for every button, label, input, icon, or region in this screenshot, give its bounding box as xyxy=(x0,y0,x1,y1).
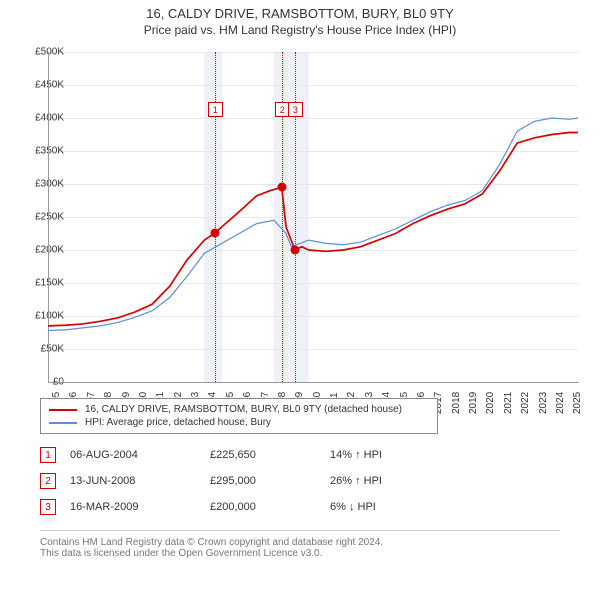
legend-label-property: 16, CALDY DRIVE, RAMSBOTTOM, BURY, BL0 9… xyxy=(85,404,402,415)
sale-marker: 1 xyxy=(208,102,223,117)
legend-row-hpi: HPI: Average price, detached house, Bury xyxy=(49,416,429,429)
sale-point xyxy=(210,229,219,238)
sale-delta: 14% ↑ HPI xyxy=(330,449,470,461)
x-tick-label: 2018 xyxy=(451,392,462,414)
chart-container: 16, CALDY DRIVE, RAMSBOTTOM, BURY, BL0 9… xyxy=(0,0,600,590)
series-property xyxy=(48,133,578,326)
line-series xyxy=(48,52,578,382)
footer: Contains HM Land Registry data © Crown c… xyxy=(40,530,560,559)
legend-row-property: 16, CALDY DRIVE, RAMSBOTTOM, BURY, BL0 9… xyxy=(49,403,429,416)
title-sub: Price paid vs. HM Land Registry's House … xyxy=(0,23,600,37)
legend-swatch-hpi xyxy=(49,422,77,424)
sale-index-box: 3 xyxy=(40,499,56,515)
sale-point xyxy=(277,183,286,192)
sale-point xyxy=(290,246,299,255)
x-tick-label: 2021 xyxy=(503,392,514,414)
x-tick-label: 2025 xyxy=(572,392,583,414)
legend-swatch-property xyxy=(49,409,77,411)
sale-row: 1 06-AUG-2004£225,65014% ↑ HPI xyxy=(40,442,560,468)
legend: 16, CALDY DRIVE, RAMSBOTTOM, BURY, BL0 9… xyxy=(40,398,438,434)
sale-marker: 3 xyxy=(288,102,303,117)
sale-date: 16-MAR-2009 xyxy=(70,501,210,513)
sale-date: 13-JUN-2008 xyxy=(70,475,210,487)
x-tick-label: 2022 xyxy=(520,392,531,414)
footer-line-2: This data is licensed under the Open Gov… xyxy=(40,548,560,559)
series-hpi xyxy=(48,118,578,331)
sale-price: £200,000 xyxy=(210,501,330,513)
title-main: 16, CALDY DRIVE, RAMSBOTTOM, BURY, BL0 9… xyxy=(0,6,600,21)
sale-date: 06-AUG-2004 xyxy=(70,449,210,461)
sale-delta: 6% ↓ HPI xyxy=(330,501,470,513)
sale-index-box: 1 xyxy=(40,447,56,463)
sale-row: 3 16-MAR-2009£200,0006% ↓ HPI xyxy=(40,494,560,520)
sale-delta: 26% ↑ HPI xyxy=(330,475,470,487)
x-tick-label: 2019 xyxy=(468,392,479,414)
footer-line-1: Contains HM Land Registry data © Crown c… xyxy=(40,537,560,548)
sale-index-box: 2 xyxy=(40,473,56,489)
x-tick-label: 2024 xyxy=(555,392,566,414)
titles: 16, CALDY DRIVE, RAMSBOTTOM, BURY, BL0 9… xyxy=(0,0,600,37)
sale-price: £225,650 xyxy=(210,449,330,461)
x-tick-label: 2023 xyxy=(538,392,549,414)
x-tick-label: 2020 xyxy=(485,392,496,414)
sales-table: 1 06-AUG-2004£225,65014% ↑ HPI 2 13-JUN-200… xyxy=(40,442,560,520)
sale-price: £295,000 xyxy=(210,475,330,487)
sale-row: 2 13-JUN-2008£295,00026% ↑ HPI xyxy=(40,468,560,494)
legend-label-hpi: HPI: Average price, detached house, Bury xyxy=(85,417,271,428)
